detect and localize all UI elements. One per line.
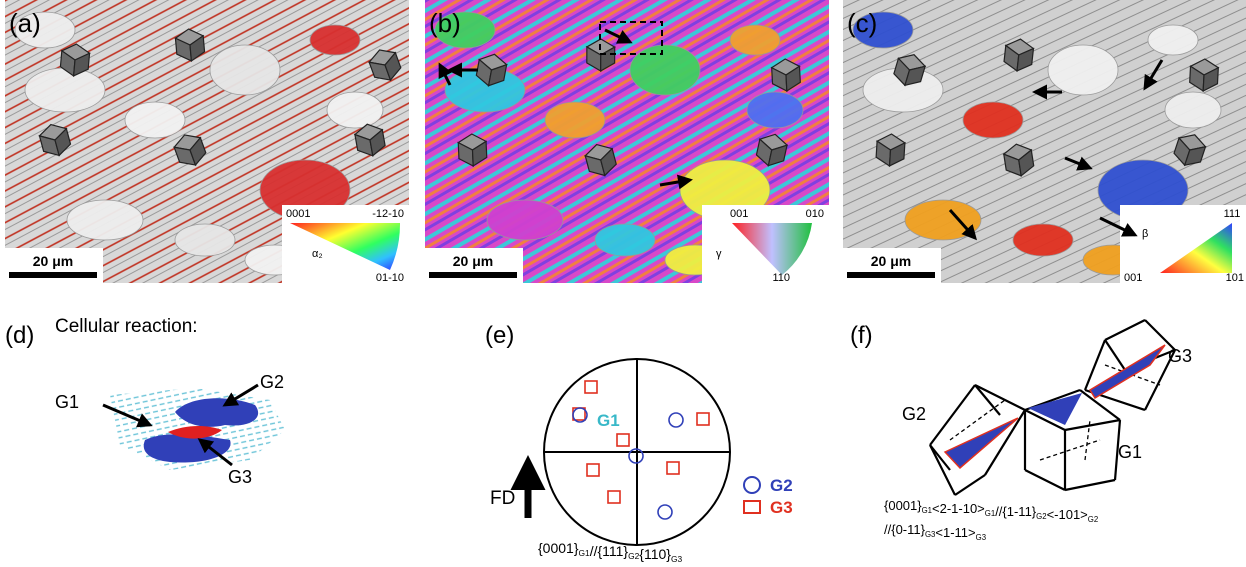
panel-label: (d) bbox=[5, 322, 34, 349]
figure: (a) 20 μm 0001 -12-10 01-10 α₂ (b) 20 μm 001 010 1… bbox=[0, 0, 1246, 562]
key-symbol: β bbox=[1142, 228, 1148, 240]
grain bbox=[175, 224, 235, 256]
key-label: 001 bbox=[1124, 272, 1142, 284]
axis-label: FD bbox=[490, 488, 515, 509]
habit-plane bbox=[945, 418, 1018, 468]
key-label: 01-10 bbox=[376, 272, 404, 284]
grain bbox=[1165, 92, 1221, 128]
legend-g3 bbox=[744, 501, 760, 513]
scale-bar-label: 20 μm bbox=[453, 253, 493, 269]
page: (a) 20 μm 0001 -12-10 01-10 α₂ (b) 20 μm 001 010 1… bbox=[0, 0, 1246, 567]
relation: {0001}G1<2-1-10>G1//{1-11}G2<-101>G2 bbox=[884, 498, 1098, 524]
relation-subscript: G2 bbox=[1088, 515, 1098, 524]
cube-edge bbox=[1065, 420, 1120, 430]
relation-subscript: G3 bbox=[925, 530, 935, 539]
g3-pole bbox=[608, 491, 620, 503]
grain bbox=[630, 45, 700, 95]
key-label: 001 bbox=[730, 208, 748, 220]
scale-bar-label: 20 μm bbox=[871, 253, 911, 269]
grain bbox=[67, 200, 143, 240]
legend-label: G2 bbox=[770, 476, 793, 495]
grain bbox=[1148, 25, 1198, 55]
grain bbox=[210, 45, 280, 95]
cube-edge bbox=[1025, 470, 1065, 490]
g3-pole bbox=[587, 464, 599, 476]
grain-label: G1 bbox=[1118, 442, 1142, 462]
grain bbox=[730, 25, 780, 55]
key-label: -12-10 bbox=[372, 208, 404, 220]
grain bbox=[545, 102, 605, 138]
grain-label: G3 bbox=[228, 467, 252, 487]
scale-bar bbox=[9, 272, 97, 278]
grain bbox=[487, 200, 563, 240]
relation-text: {0001} bbox=[884, 498, 922, 513]
key-label: 0001 bbox=[286, 208, 310, 220]
g3-pole bbox=[697, 413, 709, 425]
grain-label: G2 bbox=[902, 404, 926, 424]
relation-text: <-101> bbox=[1047, 507, 1088, 522]
legend-g2 bbox=[744, 477, 760, 493]
panel-title: Cellular reaction: bbox=[55, 316, 198, 337]
key-label: 101 bbox=[1226, 272, 1244, 284]
grain bbox=[747, 92, 803, 128]
cube-edge bbox=[955, 475, 985, 495]
g3-pole bbox=[617, 434, 629, 446]
grain-label: G3 bbox=[1168, 346, 1192, 366]
grain-label: G1 bbox=[55, 392, 79, 412]
key-symbol: α₂ bbox=[312, 248, 323, 260]
cube-edge bbox=[985, 410, 1025, 475]
relation-subscript: G3 bbox=[976, 533, 986, 542]
g1-label: G1 bbox=[597, 411, 620, 430]
relation: {0001}G1//{111}G2{110}G3 bbox=[538, 540, 682, 562]
cube-edge bbox=[975, 385, 1000, 415]
grain bbox=[1048, 45, 1118, 95]
key-label: 110 bbox=[772, 272, 790, 284]
grain bbox=[310, 25, 360, 55]
g2-pole bbox=[669, 413, 683, 427]
key-label: 010 bbox=[806, 208, 824, 220]
relation-text: <1-11> bbox=[935, 525, 975, 540]
panel-label: (a) bbox=[9, 8, 41, 38]
legend-label: G3 bbox=[770, 498, 793, 517]
key-symbol: γ bbox=[716, 248, 722, 260]
relation-subscript: G2 bbox=[628, 551, 640, 561]
relation: //{0-11}G3<1-11>G3 bbox=[884, 522, 986, 542]
grain bbox=[963, 102, 1023, 138]
panel-label: (c) bbox=[847, 8, 877, 38]
grain bbox=[595, 224, 655, 256]
scale-bar-label: 20 μm bbox=[33, 253, 73, 269]
relation-subscript: G2 bbox=[1036, 512, 1046, 521]
scale-bar bbox=[847, 272, 935, 278]
habit-plane bbox=[1028, 393, 1082, 425]
cube-edge bbox=[975, 385, 1025, 410]
grain bbox=[25, 68, 105, 112]
relation-text: //{1-11} bbox=[995, 504, 1037, 519]
panel-label: (e) bbox=[485, 322, 514, 349]
relation-text: //{0-11} bbox=[884, 522, 926, 537]
grain bbox=[125, 102, 185, 138]
relation-subscript: G3 bbox=[671, 554, 683, 562]
relation-text: //{111} bbox=[590, 543, 629, 559]
g3-pole bbox=[667, 462, 679, 474]
relation-text: {0001} bbox=[538, 540, 579, 556]
cube-edge bbox=[1065, 480, 1115, 490]
cube-edge bbox=[1105, 320, 1145, 340]
grain bbox=[1013, 224, 1073, 256]
cube-edge bbox=[930, 385, 975, 445]
relation-subscript: G1 bbox=[579, 548, 591, 558]
cube-hidden-edge bbox=[1040, 440, 1100, 460]
g3-pole bbox=[585, 381, 597, 393]
g2-pole bbox=[658, 505, 672, 519]
relation-subscript: G1 bbox=[985, 509, 995, 518]
relation-text: {110} bbox=[639, 546, 671, 562]
relation-subscript: G1 bbox=[922, 506, 932, 515]
grain-label: G2 bbox=[260, 372, 284, 392]
scale-bar bbox=[429, 272, 517, 278]
relation-text: <2-1-10> bbox=[932, 501, 985, 516]
grain bbox=[327, 92, 383, 128]
key-label: 111 bbox=[1224, 208, 1241, 220]
panel-label: (f) bbox=[850, 322, 873, 349]
panel-label: (b) bbox=[429, 8, 461, 38]
